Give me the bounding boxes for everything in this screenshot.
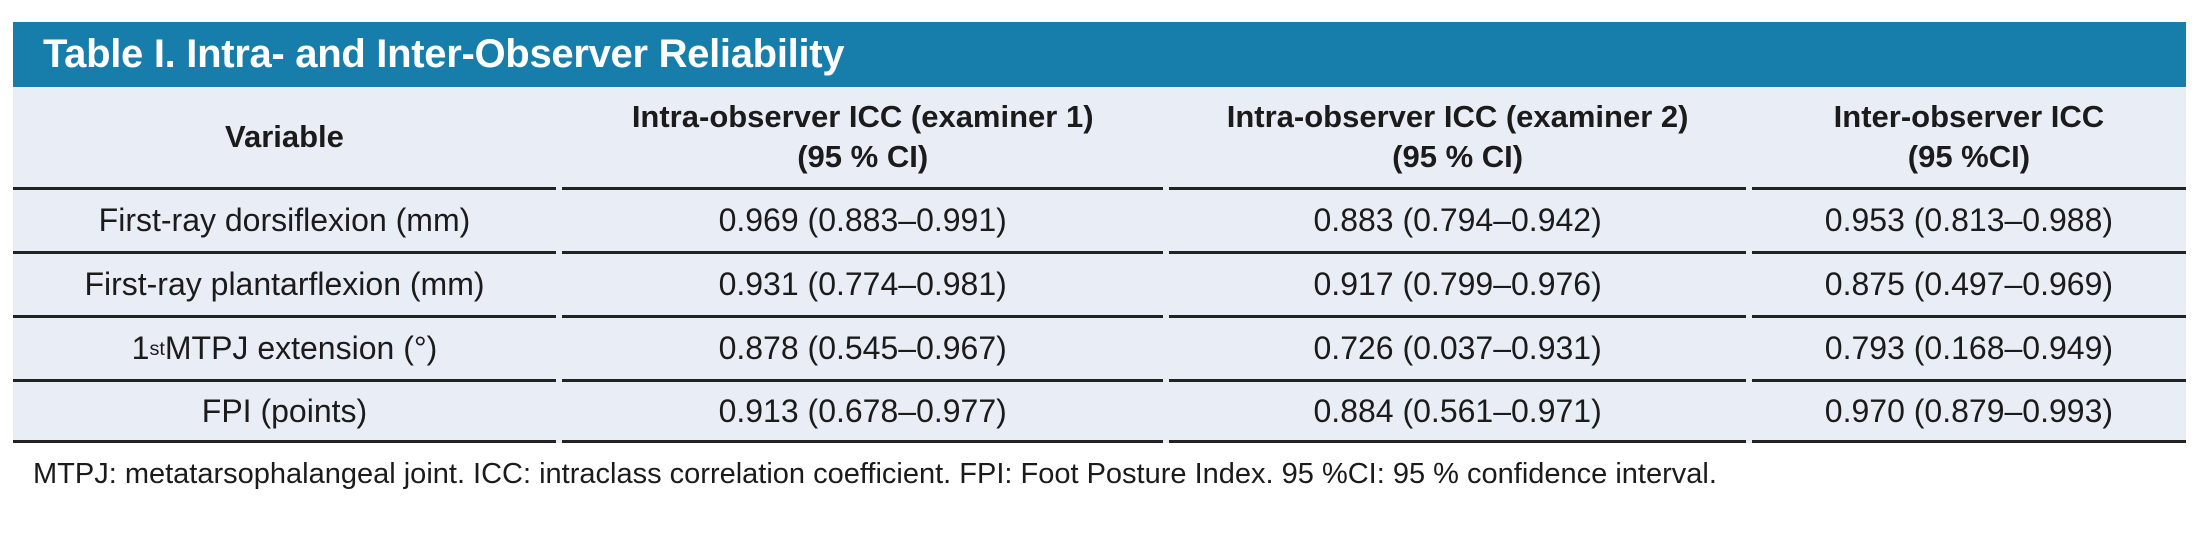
table-body: Variable Intra-observer ICC (examiner 1)… bbox=[13, 87, 2187, 443]
table-row: First-ray dorsiflexion (mm) 0.969 (0.883… bbox=[13, 187, 2187, 251]
icc-examiner2-cell: 0.883 (0.794–0.942) bbox=[1169, 187, 1746, 251]
variable-cell: First-ray plantarflexion (mm) bbox=[13, 251, 556, 315]
table-title-bar: Table I. Intra- and Inter-Observer Relia… bbox=[13, 22, 2186, 87]
variable-cell: FPI (points) bbox=[13, 379, 556, 443]
column-header-line1: Intra-observer ICC (examiner 2) bbox=[1226, 98, 1689, 134]
table-header-row: Variable Intra-observer ICC (examiner 1)… bbox=[13, 87, 2186, 187]
icc-inter-cell: 0.875 (0.497–0.969) bbox=[1751, 251, 2187, 315]
icc-examiner2-cell: 0.917 (0.799–0.976) bbox=[1169, 251, 1746, 315]
column-header-intra-examiner1: Intra-observer ICC (examiner 1) (95 % CI) bbox=[562, 87, 1163, 187]
icc-inter-cell: 0.793 (0.168–0.949) bbox=[1751, 315, 2187, 379]
column-header-inter-observer: Inter-observer ICC (95 %CI) bbox=[1752, 87, 2186, 187]
icc-examiner1-cell: 0.878 (0.545–0.967) bbox=[561, 315, 1164, 379]
icc-examiner2-cell: 0.726 (0.037–0.931) bbox=[1169, 315, 1746, 379]
table-title: Table I. Intra- and Inter-Observer Relia… bbox=[43, 32, 845, 76]
column-header-line1: Variable bbox=[225, 118, 344, 154]
column-header-line1: Intra-observer ICC (examiner 1) bbox=[631, 98, 1094, 134]
column-header-line2: (95 % CI) bbox=[1392, 139, 1524, 174]
column-header-line2: (95 %CI) bbox=[1907, 139, 2031, 174]
icc-examiner1-cell: 0.931 (0.774–0.981) bbox=[561, 251, 1164, 315]
variable-cell: First-ray dorsiflexion (mm) bbox=[13, 187, 556, 251]
column-header-variable: Variable bbox=[13, 87, 556, 187]
column-header-line2: (95 % CI) bbox=[797, 139, 929, 174]
icc-inter-cell: 0.953 (0.813–0.988) bbox=[1751, 187, 2187, 251]
column-header-intra-examiner2: Intra-observer ICC (examiner 2) (95 % CI) bbox=[1169, 87, 1745, 187]
table-row: FPI (points) 0.913 (0.678–0.977) 0.884 (… bbox=[13, 379, 2187, 443]
icc-examiner1-cell: 0.913 (0.678–0.977) bbox=[561, 379, 1164, 443]
table-footnote: MTPJ: metatarsophalangeal joint. ICC: in… bbox=[33, 458, 1717, 490]
reliability-table: Table I. Intra- and Inter-Observer Relia… bbox=[13, 22, 2187, 443]
column-header-line1: Inter-observer ICC bbox=[1833, 98, 2105, 134]
table-row: First-ray plantarflexion (mm) 0.931 (0.7… bbox=[13, 251, 2187, 315]
icc-inter-cell: 0.970 (0.879–0.993) bbox=[1751, 379, 2187, 443]
icc-examiner1-cell: 0.969 (0.883–0.991) bbox=[561, 187, 1164, 251]
icc-examiner2-cell: 0.884 (0.561–0.971) bbox=[1169, 379, 1746, 443]
